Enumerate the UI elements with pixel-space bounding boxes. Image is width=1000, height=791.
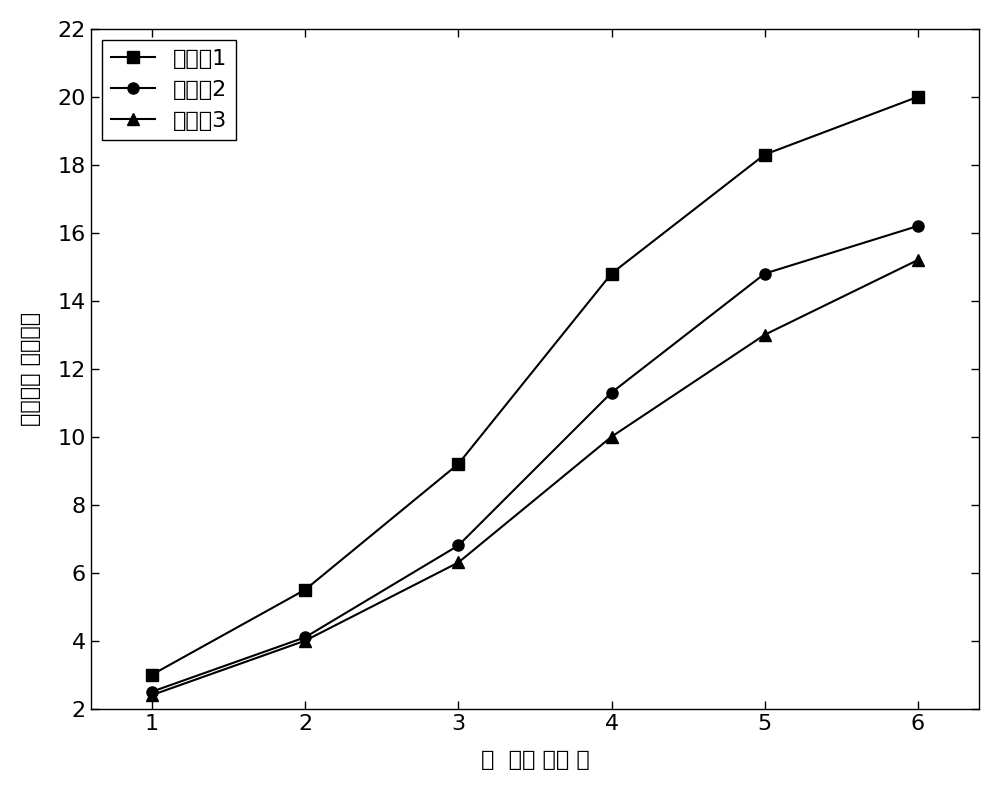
实施奥2 (146, 687, 158, 696)
Legend: 实施奥1, 实施奥2, 实施奥3: 实施奥1, 实施奥2, 实施奥3 (102, 40, 236, 140)
实施奥3 (146, 691, 158, 700)
实施奥1 (606, 269, 618, 278)
实施奥2 (759, 269, 771, 278)
Y-axis label: 氢气量（ 微摩尔）: 氢气量（ 微摩尔） (21, 312, 41, 426)
实施奥1 (452, 459, 464, 468)
Line: 实施奥2: 实施奥2 (146, 221, 923, 697)
Line: 实施奥1: 实施奥1 (146, 91, 923, 680)
实施奥3 (299, 636, 311, 645)
实施奥1 (299, 585, 311, 594)
实施奥3 (606, 432, 618, 441)
Line: 实施奥3: 实施奥3 (146, 255, 923, 701)
实施奥3 (452, 558, 464, 567)
实施奥2 (299, 633, 311, 642)
实施奥3 (912, 255, 924, 265)
实施奥1 (759, 149, 771, 159)
X-axis label: 时  间（ 小时 ）: 时 间（ 小时 ） (481, 750, 589, 770)
实施奥1 (912, 92, 924, 101)
实施奥2 (912, 221, 924, 231)
实施奥1 (146, 670, 158, 679)
实施奥2 (452, 541, 464, 551)
实施奥3 (759, 330, 771, 339)
实施奥2 (606, 388, 618, 397)
